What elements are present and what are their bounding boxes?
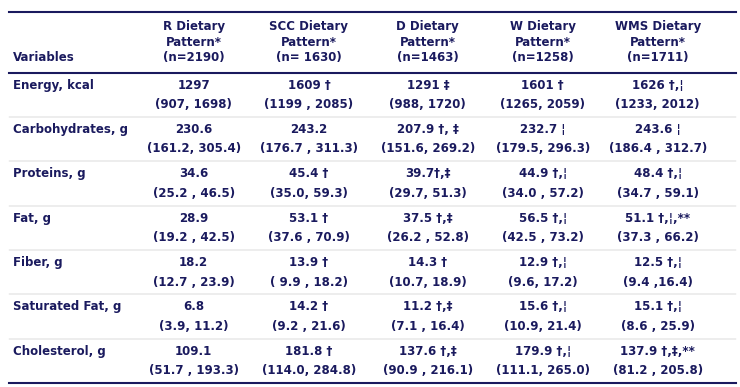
Text: (9.6, 17.2): (9.6, 17.2) [508,276,578,289]
Text: 137.9 †,‡,**: 137.9 †,‡,** [620,345,695,358]
Text: 39.7†,‡: 39.7†,‡ [405,167,451,180]
Text: 28.9: 28.9 [179,212,208,225]
Text: (9.2 , 21.6): (9.2 , 21.6) [272,320,346,333]
Text: 1601 †: 1601 † [522,79,564,92]
Text: (161.2, 305.4): (161.2, 305.4) [147,142,240,156]
Text: 45.4 †: 45.4 † [289,167,329,180]
Text: (1233, 2012): (1233, 2012) [616,98,700,111]
Text: (7.1 , 16.4): (7.1 , 16.4) [391,320,465,333]
Text: 15.6 †,¦: 15.6 †,¦ [519,300,567,313]
Text: 48.4 †,¦: 48.4 †,¦ [633,167,682,180]
Text: 243.6 ¦: 243.6 ¦ [635,123,681,136]
Text: Fiber, g: Fiber, g [13,256,62,269]
Text: Energy, kcal: Energy, kcal [13,79,93,92]
Text: 51.1 †,¦,**: 51.1 †,¦,** [625,212,690,225]
Text: (1265, 2059): (1265, 2059) [500,98,585,111]
Text: (35.0, 59.3): (35.0, 59.3) [270,187,348,200]
Text: (10.7, 18.9): (10.7, 18.9) [389,276,467,289]
Text: (1199 , 2085): (1199 , 2085) [264,98,354,111]
Text: 12.9 †,¦: 12.9 †,¦ [519,256,567,269]
Text: Saturated Fat, g: Saturated Fat, g [13,300,121,313]
Text: 13.9 †: 13.9 † [289,256,329,269]
Text: 207.9 †, ‡: 207.9 †, ‡ [397,123,459,136]
Text: 11.2 †,‡: 11.2 †,‡ [403,300,453,313]
Text: 14.2 †: 14.2 † [289,300,329,313]
Text: 14.3 †: 14.3 † [408,256,448,269]
Text: (34.0 , 57.2): (34.0 , 57.2) [502,187,584,200]
Text: W Dietary
Pattern*
(n=1258): W Dietary Pattern* (n=1258) [510,20,576,64]
Text: 232.7 ¦: 232.7 ¦ [520,123,565,136]
Text: 12.5 †,¦: 12.5 †,¦ [633,256,682,269]
Text: (26.2 , 52.8): (26.2 , 52.8) [387,231,469,244]
Text: (9.4 ,16.4): (9.4 ,16.4) [623,276,693,289]
Text: 1291 ‡: 1291 ‡ [406,79,449,92]
Text: (19.2 , 42.5): (19.2 , 42.5) [152,231,235,244]
Text: (90.9 , 216.1): (90.9 , 216.1) [383,364,473,377]
Text: (907, 1698): (907, 1698) [155,98,232,111]
Text: (114.0, 284.8): (114.0, 284.8) [262,364,356,377]
Text: 230.6: 230.6 [175,123,212,136]
Text: 109.1: 109.1 [175,345,212,358]
Text: Cholesterol, g: Cholesterol, g [13,345,105,358]
Text: (179.5, 296.3): (179.5, 296.3) [496,142,590,156]
Text: 15.1 †,¦: 15.1 †,¦ [633,300,682,313]
Text: 56.5 †,¦: 56.5 †,¦ [519,212,567,225]
Text: 137.6 †,‡: 137.6 †,‡ [399,345,457,358]
Text: Carbohydrates, g: Carbohydrates, g [13,123,127,136]
Text: (29.7, 51.3): (29.7, 51.3) [389,187,467,200]
Text: 1297: 1297 [178,79,210,92]
Text: SCC Dietary
Pattern*
(n= 1630): SCC Dietary Pattern* (n= 1630) [269,20,349,64]
Text: (37.6 , 70.9): (37.6 , 70.9) [268,231,350,244]
Text: (176.7 , 311.3): (176.7 , 311.3) [260,142,358,156]
Text: Variables: Variables [13,51,74,64]
Text: WMS Dietary
Pattern*
(n=1711): WMS Dietary Pattern* (n=1711) [615,20,701,64]
Text: (42.5 , 73.2): (42.5 , 73.2) [502,231,584,244]
Text: (151.6, 269.2): (151.6, 269.2) [381,142,475,156]
Text: Fat, g: Fat, g [13,212,50,225]
Text: (111.1, 265.0): (111.1, 265.0) [496,364,590,377]
Text: (34.7 , 59.1): (34.7 , 59.1) [616,187,699,200]
Text: 181.8 †: 181.8 † [285,345,332,358]
Text: (8.6 , 25.9): (8.6 , 25.9) [621,320,695,333]
Text: 53.1 †: 53.1 † [289,212,329,225]
Text: 179.9 †,¦: 179.9 †,¦ [515,345,571,358]
Text: 1626 †,¦: 1626 †,¦ [632,79,684,92]
Text: (37.3 , 66.2): (37.3 , 66.2) [617,231,699,244]
Text: (10.9, 21.4): (10.9, 21.4) [504,320,582,333]
Text: ( 9.9 , 18.2): ( 9.9 , 18.2) [270,276,348,289]
Text: D Dietary
Pattern*
(n=1463): D Dietary Pattern* (n=1463) [397,20,460,64]
Text: 243.2: 243.2 [290,123,328,136]
Text: 1609 †: 1609 † [288,79,330,92]
Text: (12.7 , 23.9): (12.7 , 23.9) [152,276,235,289]
Text: 44.9 †,¦: 44.9 †,¦ [519,167,567,180]
Text: (25.2 , 46.5): (25.2 , 46.5) [152,187,235,200]
Text: (81.2 , 205.8): (81.2 , 205.8) [613,364,703,377]
Text: Proteins, g: Proteins, g [13,167,85,180]
Text: 18.2: 18.2 [179,256,208,269]
Text: (51.7 , 193.3): (51.7 , 193.3) [149,364,238,377]
Text: R Dietary
Pattern*
(n=2190): R Dietary Pattern* (n=2190) [163,20,225,64]
Text: (3.9, 11.2): (3.9, 11.2) [159,320,229,333]
Text: 37.5 †,‡: 37.5 †,‡ [403,212,453,225]
Text: (186.4 , 312.7): (186.4 , 312.7) [608,142,707,156]
Text: 6.8: 6.8 [183,300,204,313]
Text: (988, 1720): (988, 1720) [389,98,466,111]
Text: 34.6: 34.6 [179,167,208,180]
